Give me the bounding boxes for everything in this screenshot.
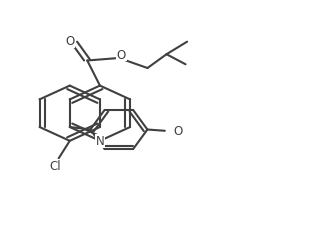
Text: O: O	[173, 125, 182, 138]
Text: N: N	[95, 135, 104, 148]
Text: O: O	[117, 48, 126, 62]
Text: Cl: Cl	[50, 160, 61, 173]
Text: O: O	[65, 35, 74, 48]
